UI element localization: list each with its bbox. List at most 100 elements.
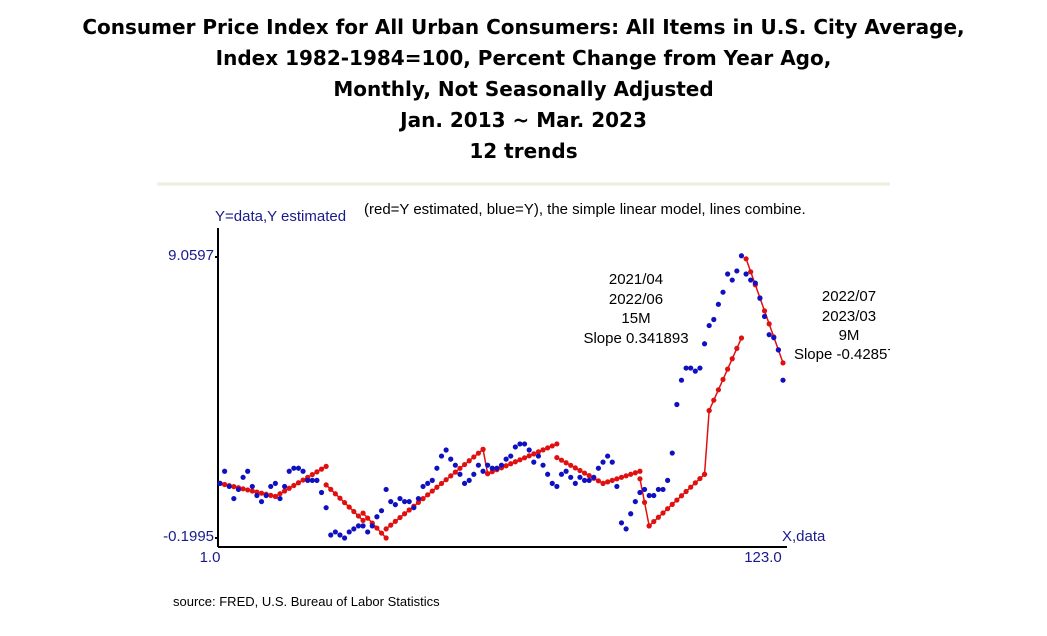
data-point (388, 498, 394, 505)
data-point (434, 465, 440, 471)
estimated-point (595, 478, 602, 484)
data-point (757, 295, 763, 301)
data-point (355, 523, 362, 529)
estimated-point (332, 491, 338, 497)
estimated-point (222, 481, 228, 488)
estimated-point (452, 469, 458, 475)
estimated-point (568, 462, 574, 468)
data-point (415, 495, 422, 502)
estimated-point (415, 499, 422, 506)
estimated-point (503, 463, 509, 469)
estimated-point (383, 526, 389, 532)
data-point (743, 271, 749, 277)
data-point (420, 483, 426, 490)
estimated-point (337, 495, 343, 501)
data-point (249, 483, 255, 490)
data-point (457, 471, 463, 477)
data-point (231, 495, 237, 502)
estimated-point (623, 473, 629, 479)
estimated-point (605, 479, 611, 485)
data-point (651, 492, 657, 499)
estimated-point (360, 517, 366, 524)
data-point (669, 450, 675, 456)
data-point (374, 514, 380, 520)
estimated-point (448, 473, 454, 479)
estimated-point (245, 487, 251, 493)
data-point (738, 253, 745, 259)
data-point (494, 465, 500, 471)
data-point (586, 477, 592, 483)
estimated-point (328, 486, 334, 492)
estimated-point (388, 522, 394, 528)
data-point (378, 508, 385, 514)
data-point (637, 489, 643, 496)
estimated-series (217, 256, 786, 541)
annotation-rise-line: 15M (621, 310, 650, 327)
data-point (581, 477, 588, 483)
data-point (254, 492, 260, 499)
data-point (623, 526, 629, 532)
estimated-point (355, 513, 362, 519)
estimated-point (711, 397, 717, 403)
title-line-3: Monthly, Not Seasonally Adjusted (333, 77, 714, 101)
y-tick-min: -0.1995 (163, 528, 214, 545)
data-point (300, 468, 306, 474)
title-line-4: Jan. 2013 ~ Mar. 2023 (400, 108, 647, 132)
estimated-point (674, 497, 680, 503)
data-point (674, 401, 680, 408)
estimated-point (614, 476, 620, 482)
data-point (309, 477, 315, 483)
estimated-point (512, 459, 518, 465)
data-point (305, 477, 311, 483)
legend-note: (red=Y estimated, blue=Y), the simple li… (364, 201, 806, 218)
estimated-point (249, 488, 255, 494)
estimated-point (360, 510, 366, 516)
data-point (512, 444, 518, 450)
estimated-point (272, 493, 278, 500)
estimated-point (554, 454, 560, 461)
data-point (466, 477, 472, 483)
estimated-point (558, 457, 565, 463)
data-point (655, 486, 662, 493)
data-point (646, 492, 652, 499)
data-point (628, 511, 634, 517)
data-point (540, 462, 546, 468)
data-point (715, 301, 721, 307)
estimated-point (683, 488, 689, 495)
estimated-point (258, 490, 265, 496)
data-point (752, 280, 758, 286)
estimated-point (720, 376, 726, 383)
estimated-point (397, 514, 403, 521)
data-point (526, 447, 532, 453)
estimated-point (554, 441, 560, 447)
title-line-5: 12 trends (469, 139, 578, 163)
estimated-point (688, 484, 694, 490)
data-point (605, 453, 611, 459)
data-point (641, 486, 648, 493)
estimated-point (545, 445, 551, 451)
x-tick-min: 1.0 (200, 549, 221, 566)
data-point (365, 529, 371, 535)
data-point (240, 474, 246, 480)
annotation-fall-line: Slope -0.428578 (794, 346, 890, 363)
data-point (771, 335, 777, 341)
estimated-point (526, 453, 532, 459)
estimated-point (660, 510, 666, 516)
data-point (392, 502, 398, 508)
estimated-point (309, 471, 315, 478)
data-point (545, 471, 551, 477)
estimated-point (420, 496, 426, 502)
estimated-point (517, 457, 523, 463)
estimated-point (323, 482, 329, 488)
data-point (614, 483, 620, 490)
estimated-point (300, 477, 306, 483)
estimated-point (641, 499, 648, 505)
data-point (618, 520, 625, 526)
estimated-point (586, 473, 592, 479)
estimated-point (637, 476, 643, 482)
data-point (268, 483, 274, 490)
data-point (351, 526, 357, 532)
estimated-point (231, 484, 237, 490)
estimated-point (374, 525, 380, 531)
estimated-point (766, 321, 772, 327)
